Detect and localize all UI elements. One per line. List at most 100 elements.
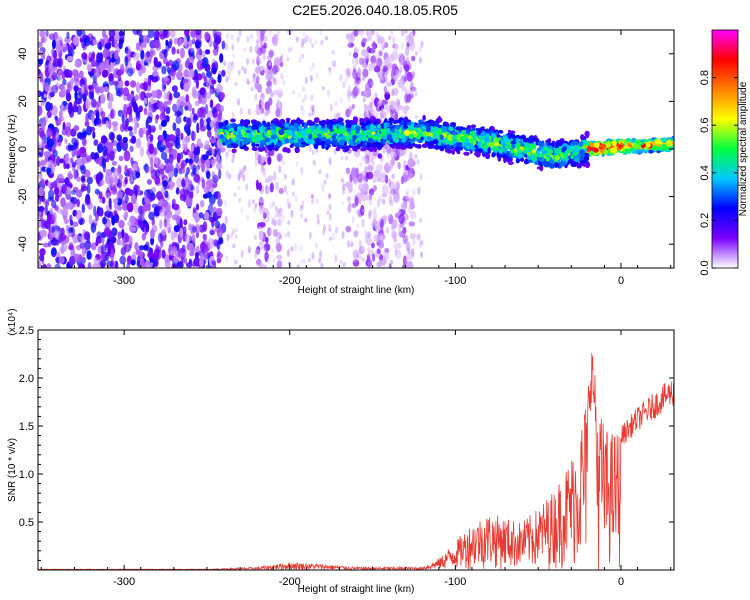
noise-blob [121, 109, 126, 116]
noise-blob [154, 258, 159, 268]
ridge-blob [371, 115, 375, 121]
noise-blob [385, 90, 389, 96]
noise-blob [224, 215, 228, 224]
noise-blob [204, 158, 211, 170]
noise-blob [347, 196, 351, 202]
ridge-blob [561, 161, 567, 166]
noise-blob [84, 35, 91, 47]
noise-blob [54, 115, 58, 121]
noise-blob [382, 39, 386, 47]
ridge-blob [271, 146, 276, 151]
noise-blob [95, 211, 99, 222]
ridge-blob [446, 148, 452, 154]
noise-blob [84, 240, 92, 250]
noise-blob [111, 215, 116, 226]
noise-blob [299, 204, 303, 212]
noise-blob [304, 76, 308, 85]
noise-blob [54, 186, 60, 196]
noise-blob [117, 231, 123, 239]
noise-blob [160, 228, 167, 236]
noise-blob [108, 131, 115, 141]
ridge-blob [512, 148, 519, 153]
noise-blob [260, 197, 264, 203]
noise-blob [57, 69, 63, 81]
ridge-blob [321, 119, 327, 126]
noise-blob [53, 149, 58, 158]
noise-blob [181, 168, 185, 174]
noise-blob [90, 52, 95, 62]
noise-blob [195, 203, 200, 211]
noise-blob [136, 255, 141, 267]
noise-blob [230, 232, 234, 239]
noise-blob [163, 100, 168, 109]
ridge-blob [422, 114, 426, 121]
noise-blob [347, 96, 351, 103]
noise-blob [358, 254, 362, 261]
noise-blob [420, 41, 424, 49]
noise-blob [134, 242, 139, 251]
noise-blob [355, 209, 359, 215]
noise-blob [105, 241, 111, 249]
noise-blob [40, 160, 47, 166]
noise-blob [259, 221, 266, 228]
ridge-blob [370, 127, 376, 132]
ridge-blob [402, 125, 408, 129]
noise-blob [357, 30, 361, 33]
noise-blob [205, 103, 209, 115]
noise-blob [169, 38, 173, 46]
ridge-blob [359, 117, 364, 123]
noise-blob [133, 124, 138, 135]
noise-blob [44, 113, 49, 123]
ridge-blob [276, 122, 283, 127]
noise-blob [340, 155, 344, 161]
noise-blob [99, 38, 105, 48]
noise-blob [215, 31, 222, 38]
noise-blob [54, 263, 61, 268]
ridge-blob [357, 136, 362, 142]
noise-blob [78, 70, 84, 79]
noise-blob [175, 187, 180, 195]
noise-blob [331, 60, 334, 67]
noise-blob [405, 234, 409, 240]
noise-blob [250, 34, 254, 39]
noise-blob [196, 185, 200, 195]
noise-blob [198, 95, 202, 105]
noise-blob [191, 107, 195, 115]
noise-blob [145, 34, 150, 44]
noise-blob [300, 213, 304, 219]
noise-blob [328, 227, 332, 232]
noise-blob [390, 110, 394, 118]
noise-blob [273, 171, 277, 182]
noise-blob [254, 252, 258, 259]
noise-blob [260, 92, 264, 99]
noise-blob [58, 256, 65, 265]
ridge-blob [377, 118, 381, 125]
noise-blob [302, 31, 306, 37]
noise-blob [328, 66, 332, 72]
noise-blob [217, 192, 221, 199]
ridge-blob [515, 157, 520, 164]
noise-blob [123, 150, 131, 162]
noise-blob [117, 75, 122, 82]
noise-blob [65, 224, 69, 232]
noise-blob [83, 169, 91, 178]
noise-blob [380, 64, 384, 71]
noise-blob [353, 230, 359, 236]
noise-blob [163, 48, 168, 59]
noise-blob [98, 191, 103, 200]
noise-blob [370, 55, 377, 64]
noise-blob [400, 56, 404, 64]
noise-blob [344, 78, 348, 83]
noise-blob [365, 171, 369, 183]
noise-blob [73, 170, 77, 180]
noise-blob [323, 179, 327, 185]
noise-blob [161, 249, 166, 259]
noise-blob [388, 179, 392, 187]
noise-blob [311, 252, 315, 260]
noise-blob [360, 193, 367, 202]
noise-blob [73, 141, 79, 149]
noise-blob [169, 30, 176, 38]
noise-blob [357, 198, 362, 205]
noise-blob [132, 52, 140, 61]
noise-blob [39, 30, 46, 38]
